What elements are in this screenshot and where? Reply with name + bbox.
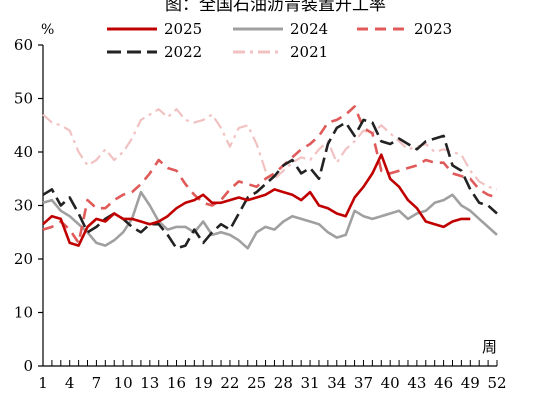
x-tick-label: 16 [167,374,186,392]
y-axis-label: % [41,22,54,38]
y-tick-label: 50 [14,90,33,108]
legend-label-2021: 2021 [290,43,328,61]
x-tick-label: 4 [65,374,75,392]
x-tick-label: 40 [381,374,400,392]
x-tick-label: 43 [407,374,426,392]
x-tick-label: 19 [194,374,213,392]
legend-label-2022: 2022 [164,43,202,61]
y-tick-label: 40 [14,143,33,161]
y-tick-label: 60 [14,36,33,54]
x-tick-label: 7 [92,374,102,392]
chart-title: 图：全国石油沥青装置开工率 [165,0,386,15]
legend-label-2023: 2023 [414,20,452,38]
x-tick-label: 52 [487,374,506,392]
x-tick-label: 10 [114,374,133,392]
x-tick-label: 31 [301,374,320,392]
x-tick-label: 34 [327,374,346,392]
series-line-2023 [42,105,498,245]
legend: 2025 2024 2023 2022 2021 [107,20,452,61]
series-line-2022 [42,118,498,250]
y-tick-label: 20 [14,250,33,268]
x-tick-label: 37 [354,374,373,392]
x-tick-label: 49 [461,374,480,392]
y-tick-label: 0 [23,357,33,375]
x-tick-label: 28 [274,374,293,392]
x-tick-label: 25 [247,374,266,392]
x-axis-label: 周 [482,338,497,356]
x-tick-label: 13 [140,374,159,392]
axes: 0 10 20 30 40 50 60 1 4 7 10 13 16 19 22 25 28 31 34 37 40 43… [14,36,507,392]
x-tick-label: 22 [220,374,239,392]
legend-label-2024: 2024 [290,20,328,38]
x-tick-label: 1 [38,374,48,392]
x-tick-label: 46 [434,374,453,392]
y-tick-label: 30 [14,197,33,215]
y-tick-label: 10 [14,304,33,322]
series-line-2025 [42,153,471,247]
series-line-2024 [42,190,498,250]
plot-area [42,105,498,250]
legend-label-2025: 2025 [164,20,202,38]
